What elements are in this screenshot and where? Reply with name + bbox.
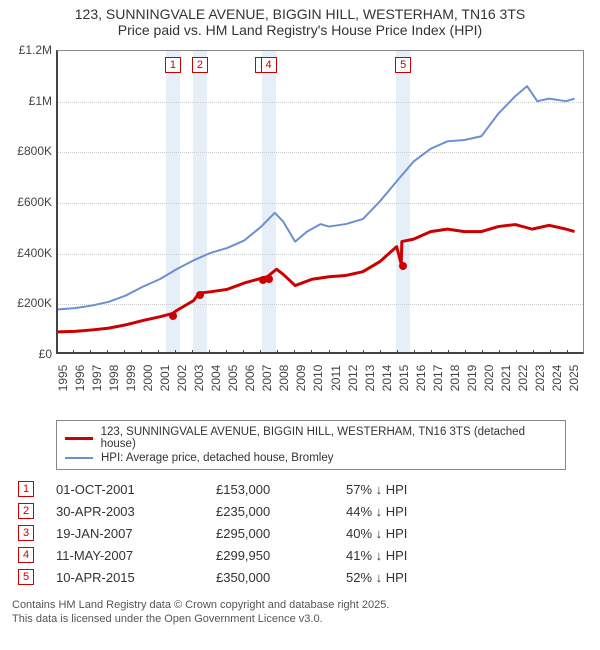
footer: Contains HM Land Registry data © Crown c…: [12, 598, 588, 627]
footer-line-1: Contains HM Land Registry data © Crown c…: [12, 598, 588, 612]
sale-price: £299,950: [216, 548, 346, 563]
sale-marker-flag: 2: [192, 57, 208, 73]
footer-line-2: This data is licensed under the Open Gov…: [12, 612, 588, 626]
table-row: 3 19-JAN-2007£295,00040% ↓ HPI: [18, 522, 590, 544]
sale-date: 19-JAN-2007: [56, 526, 216, 541]
y-axis-label: £600K: [10, 195, 52, 209]
x-axis-label: 2006: [243, 365, 257, 392]
y-axis-label: £1M: [10, 94, 52, 108]
legend: 123, SUNNINGVALE AVENUE, BIGGIN HILL, WE…: [56, 420, 566, 470]
sale-marker-dot: [169, 312, 177, 320]
x-axis-label: 1995: [56, 365, 70, 392]
y-axis-label: £800K: [10, 144, 52, 158]
y-axis-label: £1.2M: [10, 43, 52, 57]
x-axis-label: 2023: [533, 365, 547, 392]
sale-price: £295,000: [216, 526, 346, 541]
x-axis-label: 2001: [158, 365, 172, 392]
x-axis-label: 2012: [346, 365, 360, 392]
sale-marker-dot: [265, 275, 273, 283]
table-row: 1 01-OCT-2001£153,00057% ↓ HPI: [18, 478, 590, 500]
chart-title: 123, SUNNINGVALE AVENUE, BIGGIN HILL, WE…: [0, 0, 600, 40]
sale-date: 30-APR-2003: [56, 504, 216, 519]
x-axis-label: 2022: [516, 365, 530, 392]
x-tick: [56, 350, 57, 354]
x-axis-label: 2014: [380, 365, 394, 392]
x-axis-label: 2003: [192, 365, 206, 392]
sale-diff-vs-hpi: 44% ↓ HPI: [346, 504, 486, 519]
sale-number-box: 5: [18, 569, 34, 585]
sale-price: £235,000: [216, 504, 346, 519]
sale-price: £153,000: [216, 482, 346, 497]
x-axis-label: 2016: [414, 365, 428, 392]
table-row: 4 11-MAY-2007£299,95041% ↓ HPI: [18, 544, 590, 566]
x-axis-label: 2009: [294, 365, 308, 392]
series-line: [58, 86, 575, 309]
x-axis-label: 2004: [209, 365, 223, 392]
x-axis-label: 2007: [260, 365, 274, 392]
series-line: [58, 225, 575, 332]
table-row: 5 10-APR-2015£350,00052% ↓ HPI: [18, 566, 590, 588]
x-axis-label: 2017: [431, 365, 445, 392]
sale-number-box: 3: [18, 525, 34, 541]
chart: 12345 £0£200K£400K£600K£800K£1M£1.2M1995…: [10, 44, 590, 414]
sale-number-box: 1: [18, 481, 34, 497]
sale-diff-vs-hpi: 52% ↓ HPI: [346, 570, 486, 585]
table-row: 2 30-APR-2003£235,00044% ↓ HPI: [18, 500, 590, 522]
legend-row: HPI: Average price, detached house, Brom…: [65, 451, 557, 465]
x-axis-label: 1996: [73, 365, 87, 392]
sale-marker-flag: 5: [395, 57, 411, 73]
x-axis-label: 2019: [465, 365, 479, 392]
sale-marker-dot: [399, 262, 407, 270]
sale-diff-vs-hpi: 57% ↓ HPI: [346, 482, 486, 497]
sale-price: £350,000: [216, 570, 346, 585]
x-axis-label: 2015: [397, 365, 411, 392]
plot-area: 12345: [56, 50, 584, 354]
sale-marker-dot: [196, 291, 204, 299]
x-axis-label: 1998: [107, 365, 121, 392]
x-axis-label: 2025: [567, 365, 581, 392]
x-axis-label: 2024: [550, 365, 564, 392]
sales-table: 1 01-OCT-2001£153,00057% ↓ HPI 2 30-APR-200…: [18, 478, 590, 588]
x-axis-label: 2008: [277, 365, 291, 392]
x-axis-label: 2011: [329, 365, 343, 391]
x-axis-label: 2021: [499, 365, 513, 392]
sale-marker-flag: 4: [261, 57, 277, 73]
y-axis-label: £0: [10, 347, 52, 361]
legend-row: 123, SUNNINGVALE AVENUE, BIGGIN HILL, WE…: [65, 425, 557, 451]
x-axis-label: 2018: [448, 365, 462, 392]
sale-number-box: 2: [18, 503, 34, 519]
sale-diff-vs-hpi: 40% ↓ HPI: [346, 526, 486, 541]
sale-date: 11-MAY-2007: [56, 548, 216, 563]
x-axis-label: 1997: [90, 365, 104, 392]
x-axis-label: 2013: [363, 365, 377, 392]
sale-diff-vs-hpi: 41% ↓ HPI: [346, 548, 486, 563]
title-line-2: Price paid vs. HM Land Registry's House …: [10, 22, 590, 38]
sale-number-box: 4: [18, 547, 34, 563]
legend-label: HPI: Average price, detached house, Brom…: [101, 452, 333, 464]
x-axis-label: 2010: [311, 365, 325, 392]
sale-date: 01-OCT-2001: [56, 482, 216, 497]
x-axis-label: 2020: [482, 365, 496, 392]
sale-date: 10-APR-2015: [56, 570, 216, 585]
legend-label: 123, SUNNINGVALE AVENUE, BIGGIN HILL, WE…: [101, 426, 557, 450]
y-axis-label: £200K: [10, 296, 52, 310]
sale-marker-flag: 1: [165, 57, 181, 73]
chart-lines: [58, 51, 583, 352]
legend-swatch: [65, 437, 93, 440]
x-axis-label: 1999: [124, 365, 138, 392]
y-axis-label: £400K: [10, 246, 52, 260]
x-axis-label: 2005: [226, 365, 240, 392]
x-axis-label: 2000: [141, 365, 155, 392]
title-line-1: 123, SUNNINGVALE AVENUE, BIGGIN HILL, WE…: [10, 6, 590, 22]
x-axis-label: 2002: [175, 365, 189, 392]
legend-swatch: [65, 457, 93, 459]
